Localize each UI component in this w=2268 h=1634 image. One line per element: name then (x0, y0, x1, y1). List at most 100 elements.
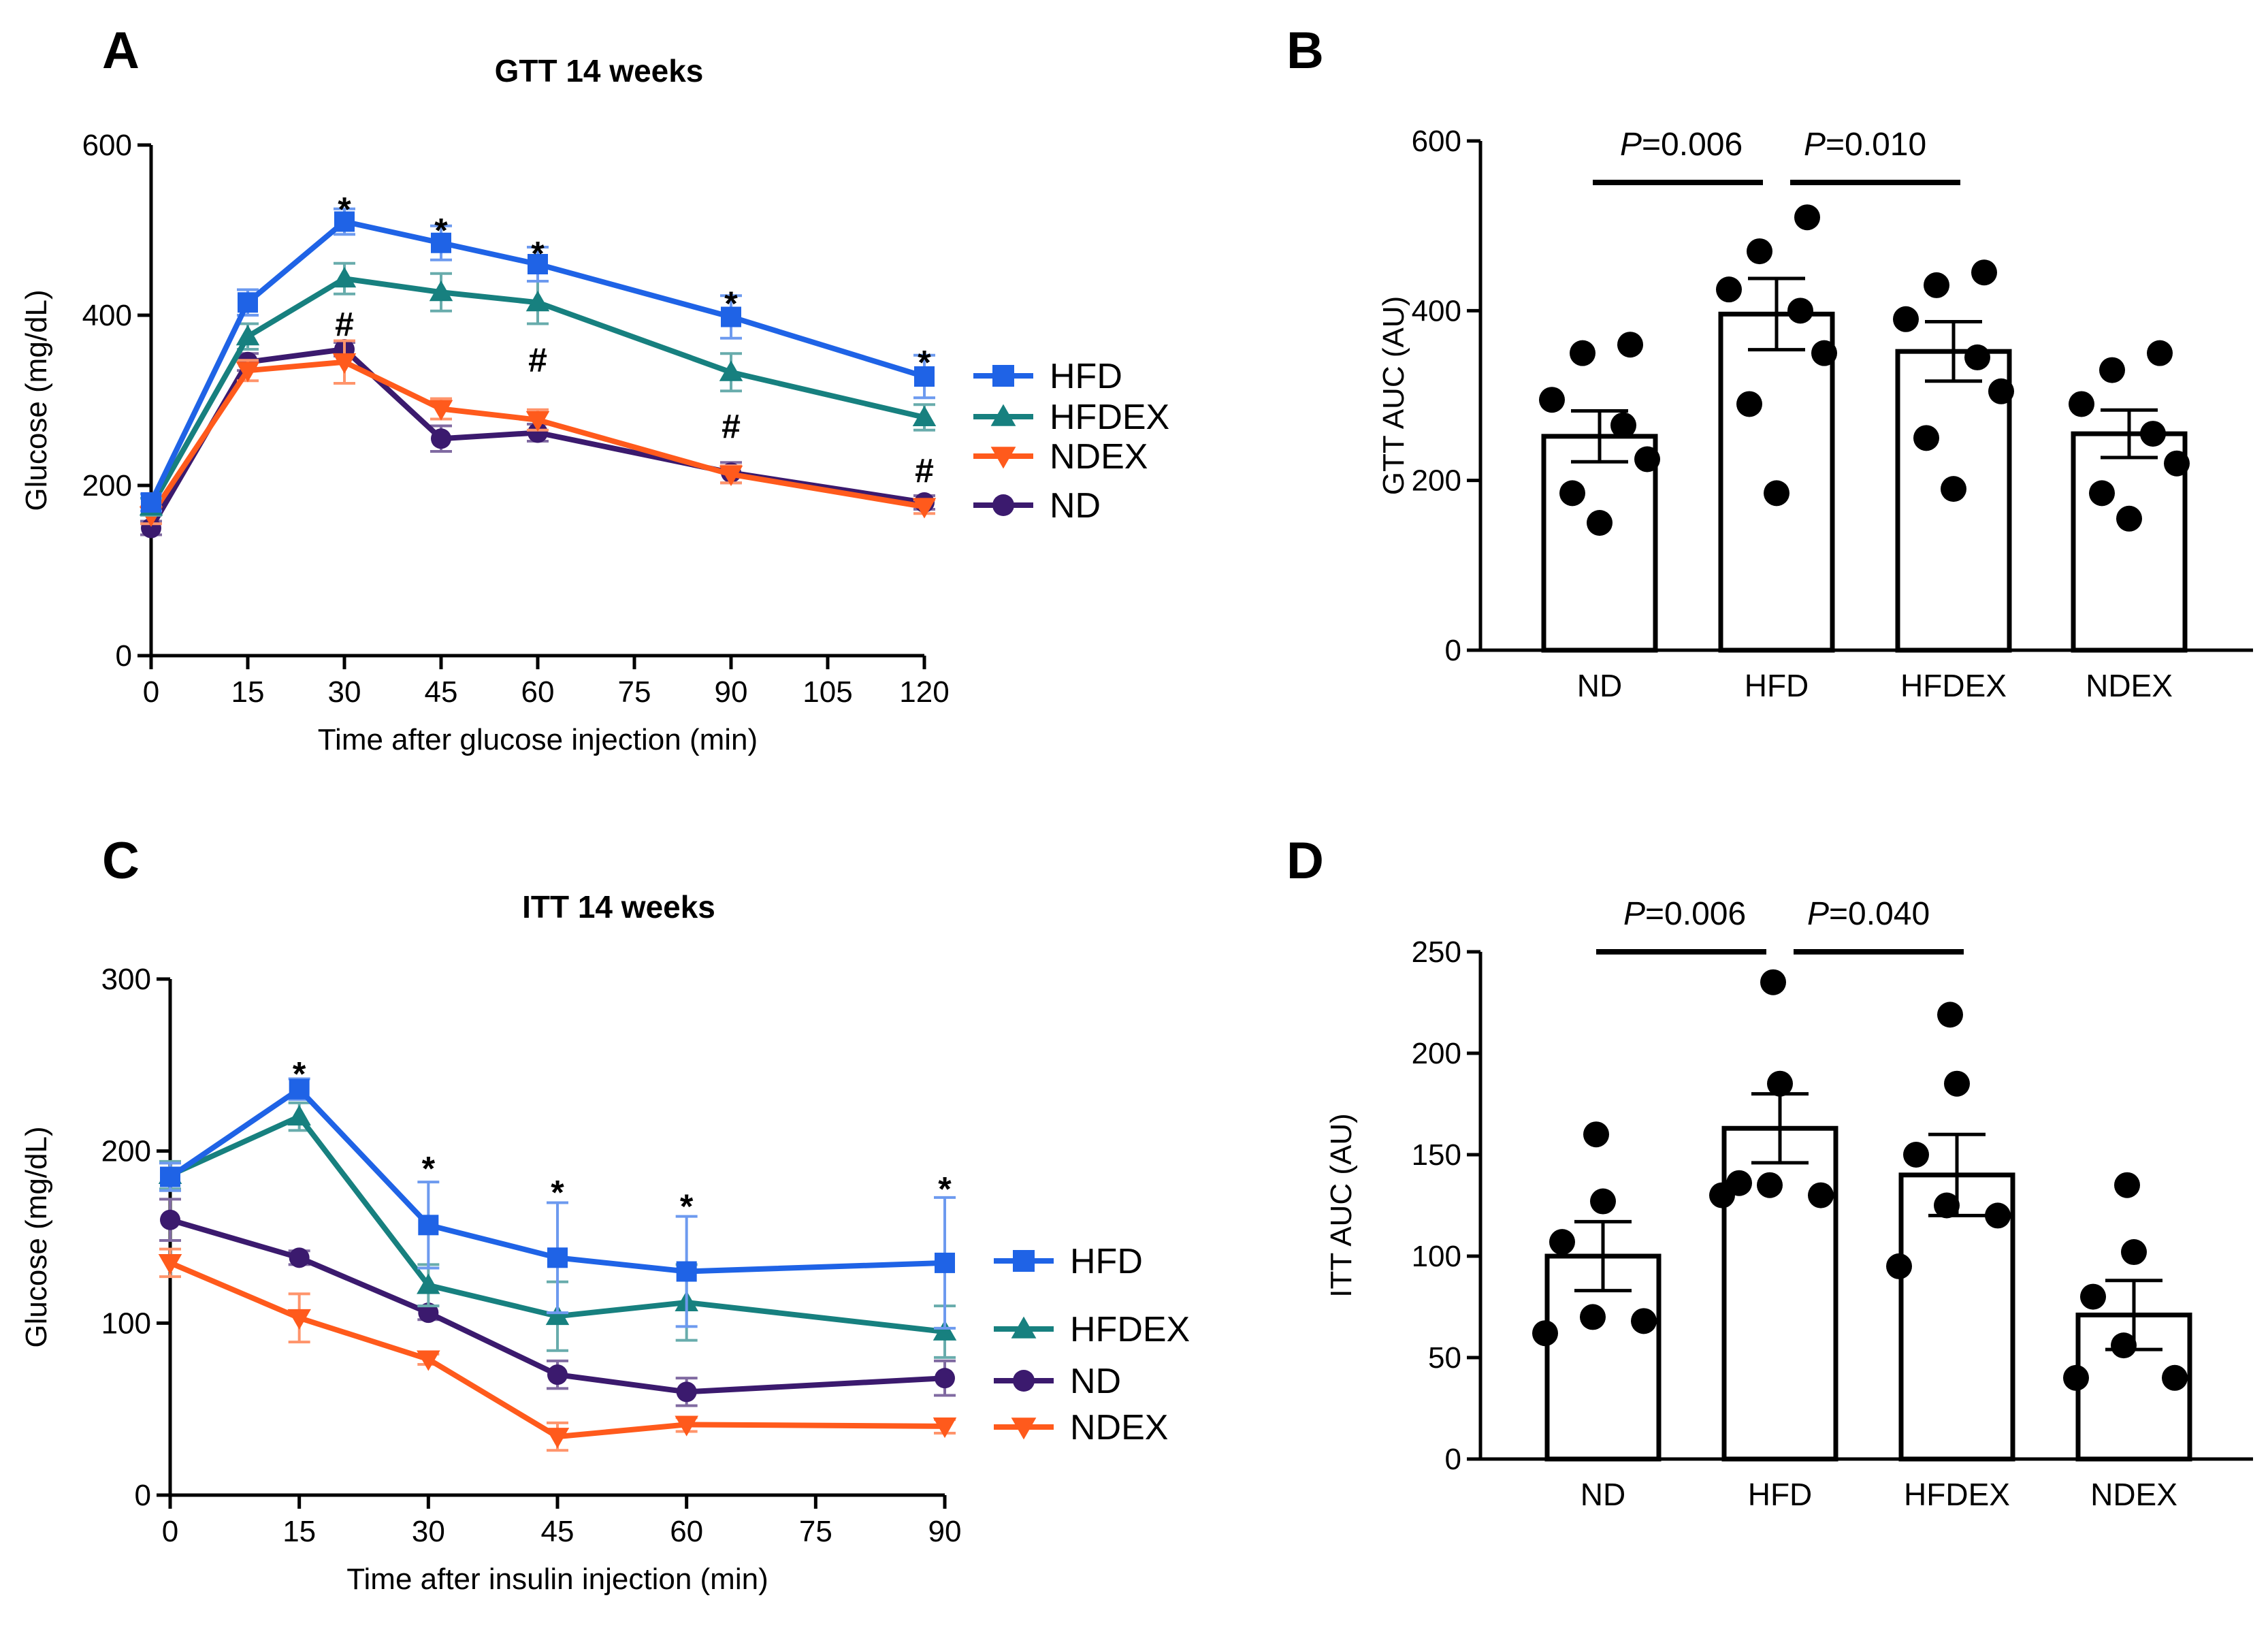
data-point (1757, 1172, 1783, 1198)
x-category-label: HFD (1748, 1477, 1813, 1512)
significance-marker: * (293, 1055, 306, 1093)
legend-label: HFDEX (1050, 398, 1169, 437)
legend-item-nd: ND (994, 1362, 1121, 1401)
y-tick-label: 100 (1412, 1240, 1461, 1273)
p-value: =0.040 (1829, 896, 1930, 932)
bar-group-ndex (2063, 1172, 2192, 1462)
x-tick-label: 0 (143, 675, 159, 709)
data-point-nd (160, 1209, 180, 1230)
data-point-ndex (236, 362, 260, 383)
data-point-hfd (721, 306, 741, 327)
x-tick-label: 0 (162, 1515, 178, 1548)
x-category-label: NDEX (2086, 668, 2173, 703)
significance-marker: * (551, 1174, 564, 1212)
data-point-hfdex (545, 1304, 570, 1326)
data-point-hfd (289, 1078, 310, 1100)
bar-group-hfd (1716, 204, 1837, 653)
p-value-label: P=0.006 (1620, 127, 1743, 163)
data-point (1764, 480, 1789, 507)
legend-label: NDEX (1070, 1408, 1168, 1447)
data-point (1716, 276, 1742, 303)
legend-item-ndex: NDEX (994, 1408, 1168, 1447)
y-tick-label: 0 (1445, 634, 1461, 667)
panel-label-b: B (1286, 22, 1324, 80)
p-symbol: P (1804, 127, 1826, 163)
data-point (1794, 204, 1820, 231)
legend-label: HFD (1050, 357, 1122, 396)
p-value-label: P=0.006 (1623, 896, 1746, 932)
y-tick-label: 50 (1428, 1341, 1461, 1375)
significance-marker: * (938, 1170, 952, 1208)
x-tick-label: 120 (899, 675, 949, 709)
data-point (1532, 1320, 1558, 1347)
data-point (1590, 1188, 1616, 1215)
bar-group-hfdex (1893, 259, 2014, 653)
significance-marker: # (915, 452, 934, 490)
data-point (1924, 272, 1949, 298)
data-point (2111, 1332, 2137, 1359)
data-point (1934, 1192, 1960, 1219)
x-tick-label: 45 (425, 675, 458, 709)
x-tick-label: 15 (282, 1515, 316, 1548)
x-axis-label: Time after insulin injection (min) (346, 1563, 768, 1596)
y-tick-label: 0 (1445, 1443, 1461, 1476)
data-point (1559, 480, 1585, 507)
x-tick-label: 45 (541, 1515, 574, 1548)
data-point (2080, 1283, 2106, 1310)
panel-label-a: A (102, 22, 140, 80)
data-point (1913, 425, 1939, 451)
data-point (2063, 1364, 2089, 1391)
data-point (1580, 1304, 1606, 1330)
data-point (1767, 1070, 1793, 1097)
series-nd (159, 1198, 956, 1407)
x-tick-label: 15 (231, 675, 265, 709)
data-point (1988, 378, 2014, 404)
data-point (1736, 391, 1762, 417)
legend-marker (1013, 1370, 1035, 1392)
data-point-hfdex (417, 1273, 440, 1294)
y-tick-label: 200 (82, 469, 132, 502)
y-tick-label: 400 (1412, 294, 1461, 327)
data-point (1903, 1142, 1929, 1168)
data-point (1539, 387, 1565, 413)
y-tick-label: 400 (82, 299, 132, 332)
data-point-nd (935, 1368, 955, 1389)
data-point-nd (547, 1364, 568, 1385)
significance-marker: * (724, 285, 738, 323)
p-symbol: P (1807, 896, 1829, 932)
data-point-hfdex (912, 405, 937, 426)
legend-marker (990, 404, 1016, 426)
significance-marker: * (434, 212, 448, 250)
data-point (1549, 1229, 1575, 1255)
data-point (1941, 476, 1966, 502)
data-point-hfd (935, 1252, 955, 1273)
data-point (2116, 505, 2142, 532)
data-point-hfdex (236, 325, 260, 346)
data-point-ndex (287, 1309, 311, 1330)
data-point (1811, 340, 1837, 366)
panel-label-c: C (102, 832, 140, 890)
significance-marker: # (528, 341, 547, 379)
bar-group-ndex (2069, 340, 2190, 653)
p-value: =0.006 (1642, 127, 1743, 163)
p-value-label: P=0.010 (1804, 127, 1926, 163)
data-point (1709, 1182, 1735, 1208)
legend-label: NDEX (1050, 437, 1148, 477)
data-point-ndex (332, 353, 357, 374)
y-tick-label: 150 (1412, 1138, 1461, 1172)
data-point-hfd (914, 366, 935, 387)
series-ndex (158, 1247, 957, 1452)
data-point-hfd (160, 1166, 180, 1187)
legend-label: ND (1050, 486, 1101, 526)
significance-marker: * (338, 190, 351, 228)
data-point (1570, 340, 1595, 366)
legend-marker (1013, 1250, 1035, 1272)
data-point-ndex (417, 1350, 440, 1371)
y-tick-label: 200 (101, 1135, 151, 1168)
data-point-hfdex (525, 291, 550, 312)
y-axis-label: GTT AUC (AU) (1377, 296, 1410, 496)
legend-item-hfd: HFD (994, 1242, 1143, 1281)
data-point-hfd (528, 254, 548, 274)
y-tick-label: 300 (101, 963, 151, 996)
chart-title: GTT 14 weeks (495, 53, 704, 89)
